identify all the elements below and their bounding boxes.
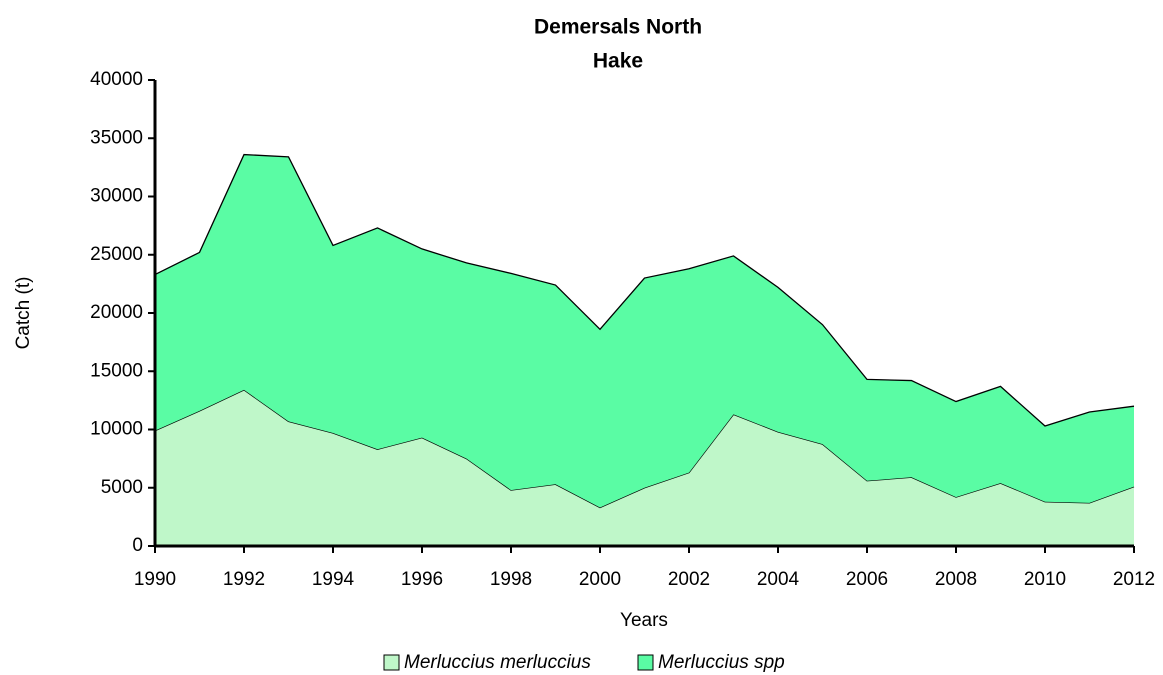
x-tick-label: 1994 (312, 569, 355, 590)
y-axis-label: Catch (t) (13, 277, 34, 350)
legend-text: Merluccius merluccius (404, 652, 591, 673)
area (155, 389, 1134, 546)
legend-swatch (637, 654, 654, 671)
x-tick-label: 1998 (490, 569, 532, 590)
y-tick-label: 20000 (90, 302, 143, 323)
x-tick-label: 1996 (401, 569, 443, 590)
y-tick-label: 10000 (90, 419, 143, 440)
legend-text: Merluccius spp (658, 652, 785, 673)
area-outline (154, 153, 1135, 427)
x-tick-label: 2012 (1113, 569, 1155, 590)
y-tick-label: 0 (132, 535, 143, 556)
legend-swatch (383, 654, 400, 671)
y-tick-label: 30000 (90, 186, 143, 207)
y-tick-label: 5000 (101, 477, 143, 498)
x-axis-label: Years (620, 610, 668, 631)
x-tick-label: 2000 (579, 569, 621, 590)
y-tick-label: 40000 (90, 69, 143, 90)
y-tick-label: 35000 (90, 127, 143, 148)
chart-title: Demersals North (534, 16, 702, 39)
x-tick-label: 2010 (1024, 569, 1066, 590)
x-tick-label: 1990 (134, 569, 176, 590)
x-tick-label: 1992 (223, 569, 265, 590)
chart-subtitle: Hake (593, 50, 643, 73)
x-tick-label: 2004 (757, 569, 800, 590)
x-tick-label: 2006 (846, 569, 888, 590)
x-tick-label: 2002 (668, 569, 710, 590)
x-tick-label: 2008 (935, 569, 977, 590)
y-tick-label: 15000 (90, 360, 143, 381)
area (155, 154, 1134, 508)
y-tick-label: 25000 (90, 244, 143, 265)
